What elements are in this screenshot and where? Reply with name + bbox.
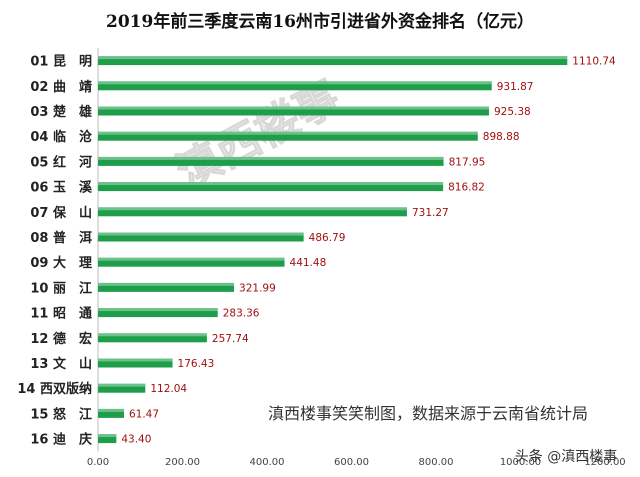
bar-highlight (98, 131, 478, 135)
bar-highlight (98, 207, 407, 211)
value-label: 321.99 (239, 282, 276, 294)
category-label: 05 红 河 (30, 154, 92, 170)
value-label: 898.88 (483, 131, 520, 143)
value-label: 112.04 (150, 383, 187, 395)
chart-title: 2019年前三季度云南16州市引进省外资金排名（亿元） (106, 11, 534, 32)
bar (98, 81, 492, 91)
category-label: 15 怒 江 (30, 406, 92, 422)
bar-highlight (98, 81, 492, 85)
chart-axes: 0.00 200.00 400.00 600.00 800.00 1000.00 1200.… (17, 48, 626, 468)
x-tick-label: 400.00 (250, 457, 285, 468)
category-label: 16 迪 庆 (30, 432, 92, 448)
bar (98, 408, 124, 418)
category-label: 08 普 洱 (30, 230, 92, 246)
x-tick-label: 1000.00 (500, 457, 541, 468)
category-label: 01 昆 明 (30, 54, 92, 70)
x-tick-label: 800.00 (419, 457, 454, 468)
x-tick-label: 0.00 (87, 457, 109, 468)
value-label: 441.48 (290, 257, 327, 269)
bar-highlight (98, 358, 173, 362)
value-label: 817.95 (449, 156, 486, 168)
bar-highlight (98, 408, 124, 412)
category-label: 06 玉 溪 (30, 180, 93, 196)
bar (98, 358, 173, 368)
bar-highlight (98, 182, 444, 186)
value-label: 731.27 (412, 207, 449, 219)
category-label: 14 西双版纳 (17, 381, 92, 397)
value-label: 816.82 (448, 182, 485, 194)
category-label: 04 临 沧 (30, 129, 92, 145)
category-label: 03 楚 雄 (30, 104, 92, 120)
value-label: 61.47 (129, 408, 159, 420)
category-label: 02 曲 靖 (30, 79, 92, 95)
value-label: 283.36 (223, 308, 260, 320)
bar-highlight (98, 257, 285, 261)
value-label: 931.87 (497, 81, 534, 93)
bar (98, 333, 207, 343)
category-label: 13 文 山 (30, 356, 92, 372)
value-label: 257.74 (212, 333, 249, 345)
bar-highlight (98, 434, 117, 438)
x-tick-label: 1200.00 (584, 457, 625, 468)
source-note: 滇西楼事笑笑制图，数据来源于云南省统计局 (268, 404, 588, 423)
category-label: 11 昭 通 (30, 306, 92, 322)
brand-mark: 头条 @滇西楼事 (515, 448, 617, 465)
bar-highlight (98, 383, 146, 387)
value-label: 486.79 (309, 232, 346, 244)
bar (98, 383, 146, 393)
bar (98, 232, 304, 242)
category-label: 12 德 宏 (30, 331, 92, 347)
bar-highlight (98, 232, 304, 236)
bar (98, 282, 235, 292)
value-label: 43.40 (121, 434, 151, 446)
bar (98, 308, 218, 318)
bar-highlight (98, 308, 218, 312)
value-label: 925.38 (494, 106, 531, 118)
bar (98, 56, 568, 66)
category-label: 09 大 理 (30, 255, 92, 271)
x-tick-label: 600.00 (334, 457, 369, 468)
bar-highlight (98, 106, 489, 110)
bar (98, 434, 117, 444)
bar-highlight (98, 333, 207, 337)
value-label: 1110.74 (572, 56, 616, 68)
value-label: 176.43 (178, 358, 215, 370)
bar-highlight (98, 156, 444, 160)
bar (98, 207, 407, 217)
bar (98, 182, 444, 192)
category-label: 10 丽 江 (30, 280, 92, 296)
x-tick-label: 200.00 (165, 457, 200, 468)
category-label: 07 保 山 (30, 205, 92, 221)
bar (98, 156, 444, 166)
bar (98, 257, 285, 267)
bar (98, 131, 478, 141)
chart-bars: 1110.74 931.87 925.38 898.88 817.95 816.82 731… (98, 56, 616, 446)
bar-highlight (98, 56, 568, 60)
bar-highlight (98, 282, 235, 286)
bar (98, 106, 489, 116)
